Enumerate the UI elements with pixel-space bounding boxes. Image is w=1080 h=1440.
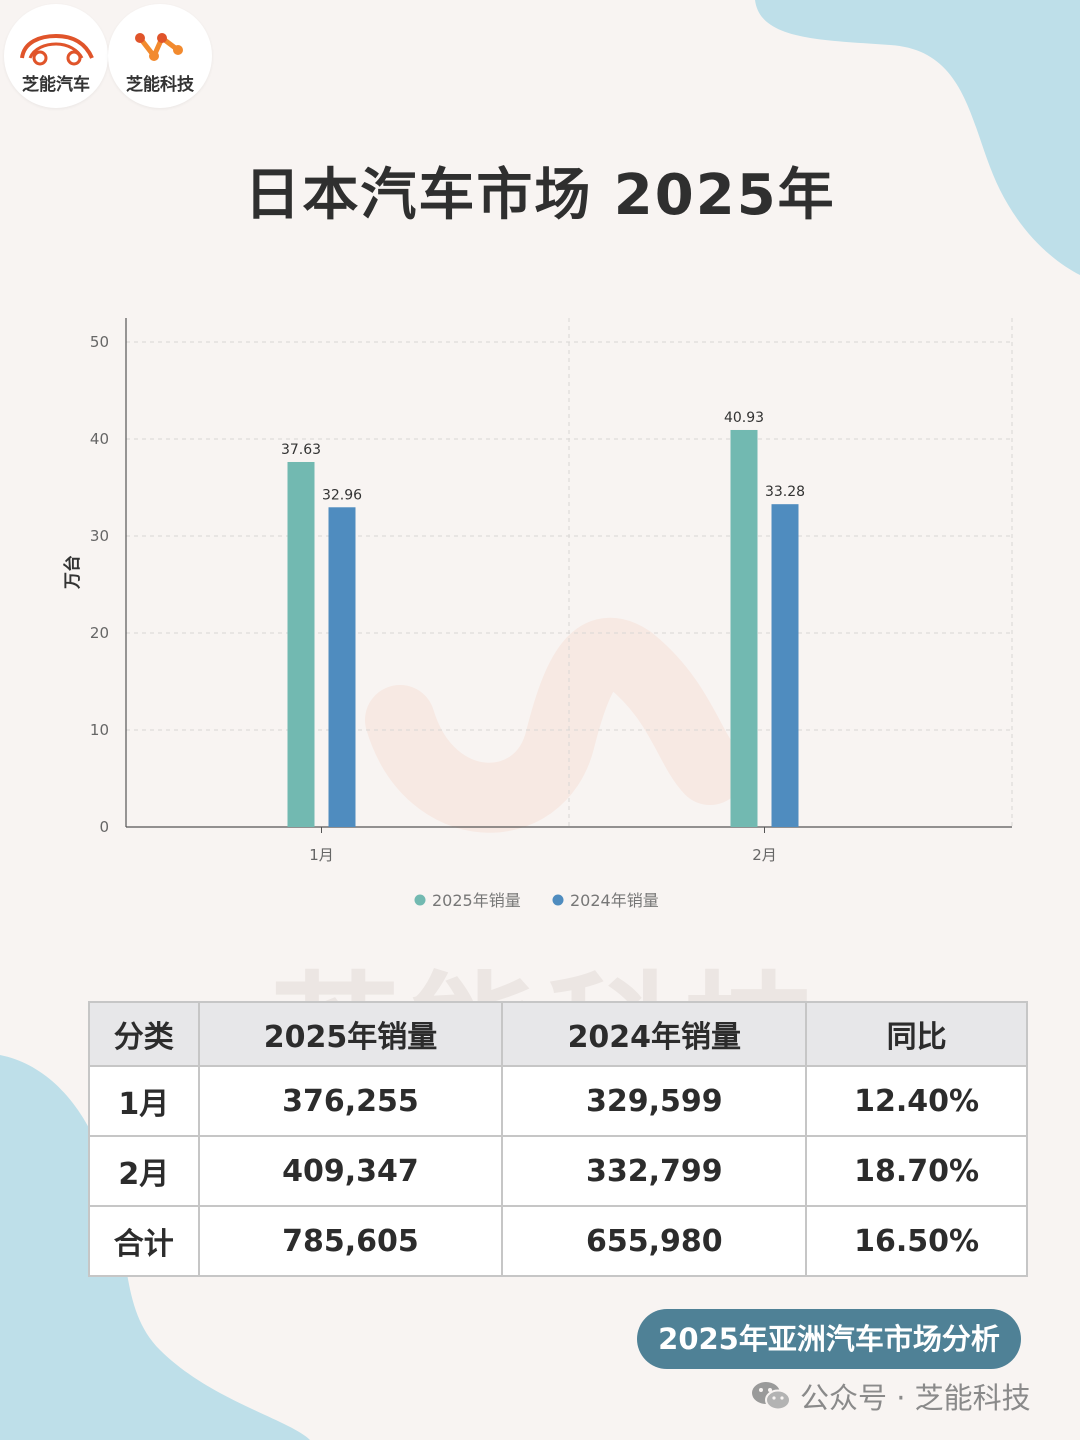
sales-table: 分类 2025年销量 2024年销量 同比 1月 376,255 329,599… bbox=[88, 1001, 1028, 1277]
cell-category: 1月 bbox=[88, 1065, 200, 1137]
bar bbox=[771, 504, 799, 827]
bottom-left-blob bbox=[0, 1055, 310, 1440]
header-yoy: 同比 bbox=[805, 1001, 1028, 1067]
cell-2025: 409,347 bbox=[197, 1135, 504, 1207]
cell-2024: 329,599 bbox=[501, 1065, 808, 1137]
chart-watermark-graphic bbox=[365, 618, 745, 833]
cell-2025: 785,605 bbox=[197, 1205, 504, 1277]
cell-yoy: 18.70% bbox=[805, 1135, 1028, 1207]
wechat-icon bbox=[752, 1382, 791, 1411]
y-tick-label: 20 bbox=[90, 624, 109, 642]
axes: 0 10 20 30 40 50 1月 2月 bbox=[90, 318, 1012, 864]
page-title: 日本汽车市场 2025年 bbox=[244, 163, 836, 228]
logo-label: 芝能科技 bbox=[126, 75, 194, 95]
data-labels: 37.63 32.96 40.93 33.28 bbox=[281, 410, 805, 503]
y-tick-label: 50 bbox=[90, 333, 109, 351]
car-logo-icon bbox=[20, 33, 94, 66]
y-tick-label: 40 bbox=[90, 430, 109, 448]
table-row: 合计 785,605 655,980 16.50% bbox=[88, 1205, 1028, 1277]
data-label: 33.28 bbox=[765, 484, 805, 500]
data-label: 40.93 bbox=[724, 410, 764, 426]
x-tick-label: 2月 bbox=[752, 846, 777, 864]
data-label: 32.96 bbox=[322, 487, 362, 503]
cell-2025: 376,255 bbox=[197, 1065, 504, 1137]
cell-category: 2月 bbox=[88, 1135, 200, 1207]
logo-zhineng-auto: 芝能汽车 bbox=[4, 4, 108, 108]
bar bbox=[328, 507, 356, 827]
section-tag: 2025年亚洲汽车市场分析 bbox=[637, 1309, 1021, 1369]
data-label: 37.63 bbox=[281, 442, 321, 458]
y-tick-label: 0 bbox=[99, 818, 109, 836]
y-tick-label: 10 bbox=[90, 721, 109, 739]
x-tick-label: 1月 bbox=[309, 846, 334, 864]
footer-text: 公众号 · 芝能科技 bbox=[800, 1381, 1031, 1415]
table-row: 2月 409,347 332,799 18.70% bbox=[88, 1135, 1028, 1207]
header-category: 分类 bbox=[88, 1001, 200, 1067]
logo-zhineng-tech: 芝能科技 bbox=[108, 4, 212, 108]
legend-swatch bbox=[552, 894, 564, 906]
y-tick-label: 30 bbox=[90, 527, 109, 545]
cell-category: 合计 bbox=[88, 1205, 200, 1277]
bars bbox=[287, 429, 799, 827]
cell-yoy: 16.50% bbox=[805, 1205, 1028, 1277]
footer-source: 公众号 · 芝能科技 bbox=[750, 1374, 1031, 1418]
legend: 2025年销量 2024年销量 bbox=[414, 891, 659, 910]
legend-swatch bbox=[414, 894, 426, 906]
header-2025-sales: 2025年销量 bbox=[197, 1001, 504, 1067]
cell-2024: 332,799 bbox=[501, 1135, 808, 1207]
cell-2024: 655,980 bbox=[501, 1205, 808, 1277]
bar bbox=[287, 461, 315, 827]
legend-label: 2025年销量 bbox=[432, 891, 521, 910]
bar bbox=[730, 429, 758, 827]
top-right-blob bbox=[755, 0, 1080, 275]
cell-yoy: 12.40% bbox=[805, 1065, 1028, 1137]
header-2024-sales: 2024年销量 bbox=[501, 1001, 808, 1067]
logo-label: 芝能汽车 bbox=[22, 75, 90, 95]
table-row: 1月 376,255 329,599 12.40% bbox=[88, 1065, 1028, 1137]
y-axis-label: 万台 bbox=[62, 555, 83, 590]
molecule-logo-icon bbox=[135, 33, 183, 61]
legend-label: 2024年销量 bbox=[570, 891, 659, 910]
grid bbox=[126, 318, 1013, 827]
table-header-row: 分类 2025年销量 2024年销量 同比 bbox=[88, 1001, 1028, 1067]
